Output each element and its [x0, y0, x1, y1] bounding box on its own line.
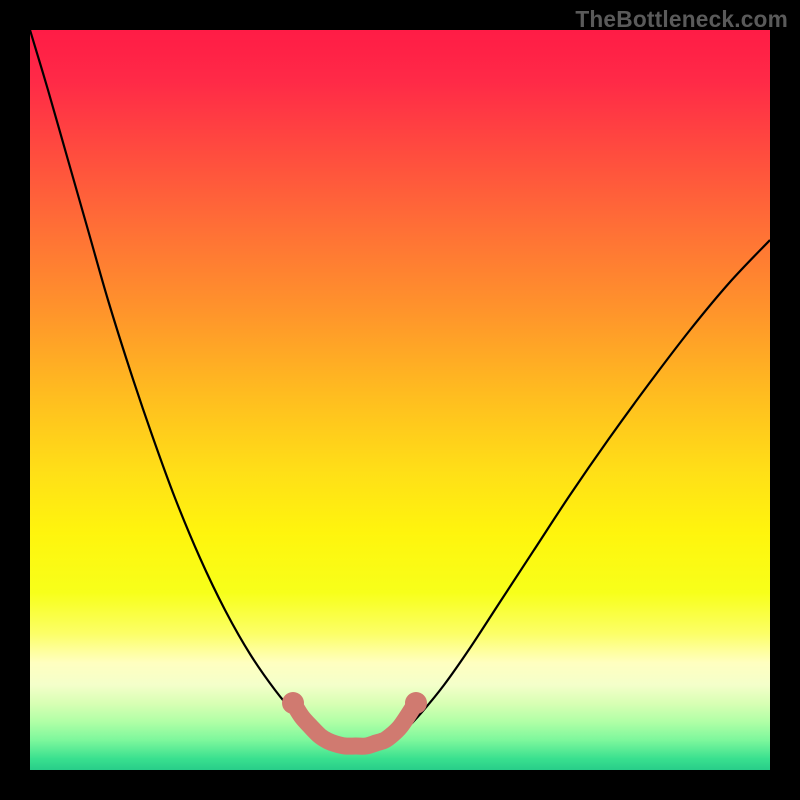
plot-area	[30, 30, 770, 770]
highlight-stroke	[295, 706, 414, 746]
watermark-text: TheBottleneck.com	[575, 6, 788, 33]
highlight-cap-right	[405, 692, 427, 714]
bottleneck-curve	[30, 30, 770, 748]
highlight-cap-left	[282, 692, 304, 714]
curve-layer	[30, 30, 770, 770]
outer-frame: TheBottleneck.com	[0, 0, 800, 800]
